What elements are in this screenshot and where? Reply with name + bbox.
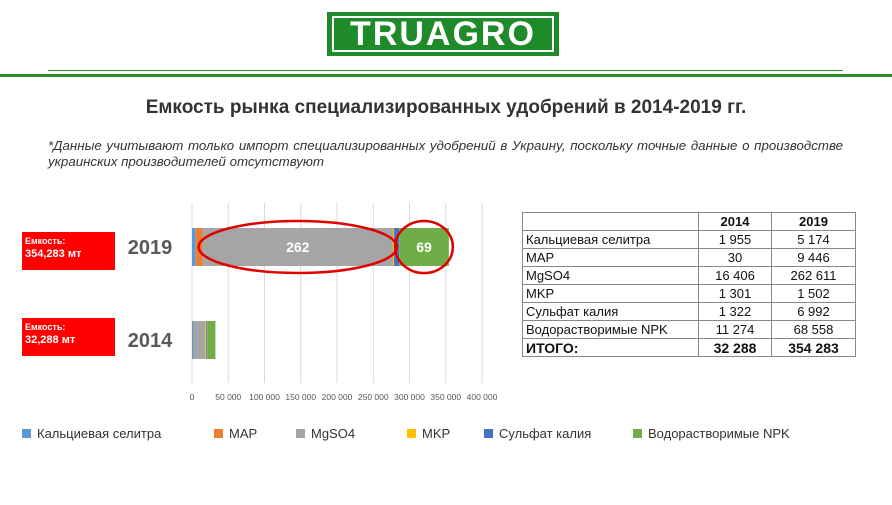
table-cell-value: 1 301 <box>698 284 772 303</box>
bar-segment <box>392 228 395 266</box>
capacity-value: 354,283 мт <box>25 248 82 260</box>
x-tick-label: 400 000 <box>467 392 498 402</box>
table-cell-name: Кальциевая селитра <box>522 230 699 249</box>
legend-item: Водорастворимые NPK <box>633 426 790 441</box>
legend-item: MgSO4 <box>296 426 355 441</box>
table-body: Кальциевая селитра 1 955 5 174 MAP 30 9 446 Mg… <box>522 230 856 357</box>
x-tick-label: 0 <box>190 392 195 402</box>
table-header-empty <box>522 212 699 231</box>
bar-segment <box>207 321 216 359</box>
truagro-logo: TRUAGRO <box>327 12 559 56</box>
legend-item: MAP <box>214 426 257 441</box>
table-cell-name: ИТОГО: <box>522 338 699 357</box>
table-cell-value: 68 558 <box>771 320 856 339</box>
table-cell-value: 1 955 <box>698 230 772 249</box>
legend-swatch <box>296 429 305 438</box>
table-cell-name: MAP <box>522 248 699 267</box>
bar-segment <box>192 321 194 359</box>
legend-label: MgSO4 <box>311 426 356 441</box>
legend-label: Кальциевая селитра <box>37 426 162 441</box>
x-tick-label: 150 000 <box>285 392 316 402</box>
chart-legend: Кальциевая селитра MAP MgSO4 MKP Сульфат кал… <box>22 426 882 444</box>
category-label: 2019 <box>128 237 173 259</box>
bar-segment <box>399 228 449 266</box>
logo-text: TRUAGRO <box>332 15 554 53</box>
table-cell-name: MKP <box>522 284 699 303</box>
bar-segment <box>205 321 207 359</box>
footnote: *Данные учитывают только импорт специали… <box>48 138 843 169</box>
bar-segment <box>206 321 208 359</box>
legend-label: Сульфат калия <box>499 426 592 441</box>
table-cell-value: 32 288 <box>698 338 772 357</box>
table-header-row: 2014 2019 <box>522 212 856 231</box>
table-header-2019: 2019 <box>771 212 856 231</box>
x-tick-label: 250 000 <box>358 392 389 402</box>
stacked-bar-chart: 0 50 000 100 000 150 000 200 000 250 000 300 0… <box>128 203 498 402</box>
table-cell-name: Водорастворимые NPK <box>522 320 699 339</box>
table-cell-name: MgSO4 <box>522 266 699 285</box>
bar-segment <box>192 228 196 266</box>
table-header-2014: 2014 <box>698 212 772 231</box>
header-thin-divider <box>48 70 843 71</box>
legend-swatch <box>22 429 31 438</box>
table-row: MAP 30 9 446 <box>522 248 856 267</box>
table-cell-value: 262 611 <box>771 266 856 285</box>
legend-swatch <box>633 429 642 438</box>
legend-label: MAP <box>229 426 258 441</box>
capacity-value: 32,288 мт <box>25 334 76 346</box>
table-cell-value: 16 406 <box>698 266 772 285</box>
x-tick-label: 300 000 <box>394 392 425 402</box>
x-tick-label: 200 000 <box>322 392 353 402</box>
highlight-ellipse <box>197 219 399 275</box>
data-label: 69 <box>416 239 432 255</box>
legend-item: MKP <box>407 426 450 441</box>
table-row: MKP 1 301 1 502 <box>522 284 856 303</box>
bar-segment <box>202 228 393 266</box>
table-row: Водорастворимые NPK 11 274 68 558 <box>522 320 856 339</box>
x-tick-label: 50 000 <box>215 392 241 402</box>
capacity-box-2014: Емкость: 32,288 мт <box>22 318 115 356</box>
table-cell-value: 354 283 <box>771 338 856 357</box>
slide-title: Емкость рынка специализированных удобрен… <box>145 97 747 118</box>
bar-segment <box>193 321 206 359</box>
table-cell-value: 1 322 <box>698 302 772 321</box>
legend-item: Кальциевая селитра <box>22 426 161 441</box>
table-cell-value: 1 502 <box>771 284 856 303</box>
capacity-box-2019: Емкость: 354,283 мт <box>22 232 115 270</box>
category-label: 2014 <box>128 330 173 352</box>
legend-label: MKP <box>422 426 451 441</box>
table-cell-name: Сульфат калия <box>522 302 699 321</box>
header-divider <box>0 74 892 77</box>
x-tick-label: 100 000 <box>249 392 280 402</box>
legend-label: Водорастворимые NPK <box>648 426 790 441</box>
legend-swatch <box>407 429 416 438</box>
table-cell-value: 30 <box>698 248 772 267</box>
legend-swatch <box>484 429 493 438</box>
legend-swatch <box>214 429 223 438</box>
data-label: 262 <box>286 239 310 255</box>
capacity-label: Емкость: <box>25 236 66 246</box>
table-row: Сульфат калия 1 322 6 992 <box>522 302 856 321</box>
fertilizer-table: 2014 2019 Кальциевая селитра 1 955 5 174 MA… <box>522 212 856 357</box>
table-cell-value: 9 446 <box>771 248 856 267</box>
table-row: MgSO4 16 406 262 611 <box>522 266 856 285</box>
capacity-label: Емкость: <box>25 322 66 332</box>
x-tick-label: 350 000 <box>430 392 461 402</box>
table-cell-value: 11 274 <box>698 320 772 339</box>
table-row: Кальциевая селитра 1 955 5 174 <box>522 230 856 249</box>
highlight-ellipse <box>393 219 455 275</box>
table-cell-value: 5 174 <box>771 230 856 249</box>
legend-item: Сульфат калия <box>484 426 591 441</box>
table-total-row: ИТОГО: 32 288 354 283 <box>522 338 856 357</box>
table-cell-value: 6 992 <box>771 302 856 321</box>
